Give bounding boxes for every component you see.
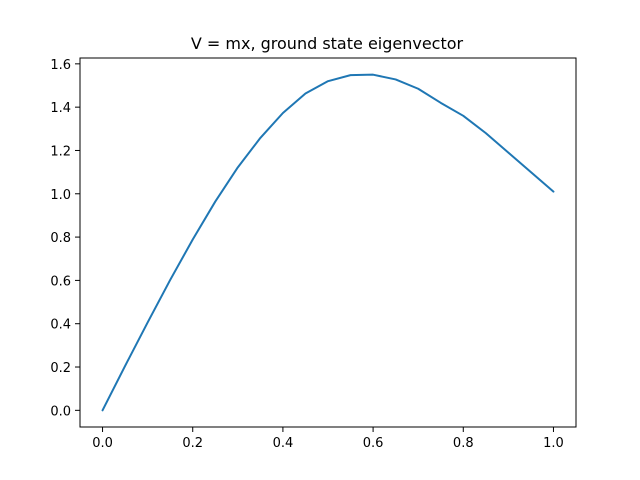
y-tick-label: 1.0 <box>50 188 71 203</box>
y-tick-label: 0.2 <box>50 361 71 376</box>
x-tick-label: 0.6 <box>363 436 384 451</box>
x-tick-label: 0.8 <box>453 436 474 451</box>
x-tick-label: 0.0 <box>92 436 113 451</box>
y-tick-label: 0.0 <box>50 404 71 419</box>
x-tick-label: 0.2 <box>182 436 203 451</box>
plot-area <box>101 73 555 412</box>
y-axis: 0.0 0.2 0.4 0.6 0.8 1.0 1.2 1.4 1.6 <box>50 58 80 419</box>
y-tick-label: 1.6 <box>50 58 71 73</box>
y-tick-label: 0.4 <box>50 318 71 333</box>
x-tick-label: 1.0 <box>543 436 564 451</box>
y-tick-label: 1.4 <box>50 101 71 116</box>
y-tick-label: 0.8 <box>50 231 71 246</box>
x-axis: 0.0 0.2 0.4 0.6 0.8 1.0 <box>92 427 564 451</box>
series-line-0 <box>101 73 555 412</box>
chart-title: V = mx, ground state eigenvector <box>191 34 464 53</box>
x-tick-label: 0.4 <box>273 436 294 451</box>
y-tick-label: 1.2 <box>50 144 71 159</box>
axes-frame <box>79 57 577 428</box>
y-tick-label: 0.6 <box>50 274 71 289</box>
